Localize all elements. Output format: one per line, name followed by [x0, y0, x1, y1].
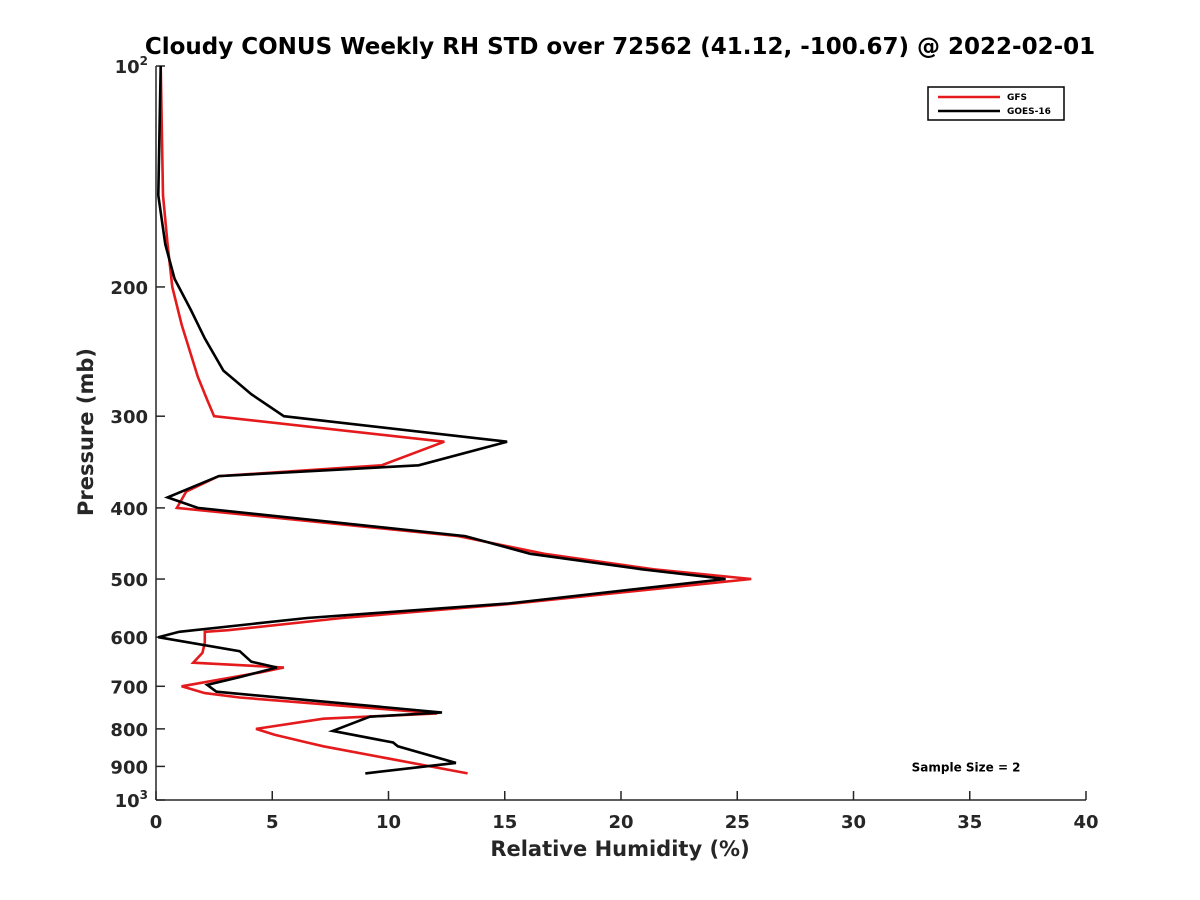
x-tick-label: 40 — [1073, 812, 1098, 833]
axes — [155, 66, 1086, 801]
legend-label: GFS — [1007, 93, 1027, 103]
series-line-gfs — [159, 65, 752, 775]
ticks: 0 5 10 15 20 25 30 35 40 102 200 300 400 500 600 700 800… — [110, 54, 1098, 833]
x-tick-label: 30 — [841, 812, 866, 833]
legend-box — [927, 86, 1065, 121]
x-tick-label: 25 — [725, 812, 750, 833]
y-tick-label: 900 — [110, 757, 148, 778]
chart-title: Cloudy CONUS Weekly RH STD over 72562 (4… — [145, 34, 1095, 60]
x-tick-label: 10 — [376, 812, 401, 833]
y-tick-label: 600 — [110, 628, 148, 649]
y-tick-label: 400 — [110, 499, 148, 520]
series-lines — [156, 65, 752, 775]
x-tick-label: 5 — [266, 812, 279, 833]
legend-label: GOES-16 — [1007, 107, 1051, 117]
y-tick-label: 102 — [115, 54, 148, 78]
x-tick-label: 35 — [957, 812, 982, 833]
y-tick-label: 200 — [110, 278, 148, 299]
series-line-goes-16 — [156, 65, 726, 775]
y-axis-label: Pressure (mb) — [74, 348, 98, 516]
y-tick-label: 103 — [115, 788, 148, 812]
y-tick-label: 800 — [110, 720, 148, 741]
annotations: Sample Size = 2 — [912, 760, 1021, 774]
x-axis-label: Relative Humidity (%) — [490, 837, 749, 861]
x-tick-label: 15 — [492, 812, 517, 833]
x-tick-label: 20 — [608, 812, 633, 833]
y-tick-label: 300 — [110, 407, 148, 428]
x-tick-label: 0 — [150, 812, 163, 833]
sample-size-annotation: Sample Size = 2 — [912, 760, 1021, 774]
y-tick-label: 500 — [110, 570, 148, 591]
legend: GFS GOES-16 — [927, 86, 1065, 121]
y-tick-label: 700 — [110, 677, 148, 698]
